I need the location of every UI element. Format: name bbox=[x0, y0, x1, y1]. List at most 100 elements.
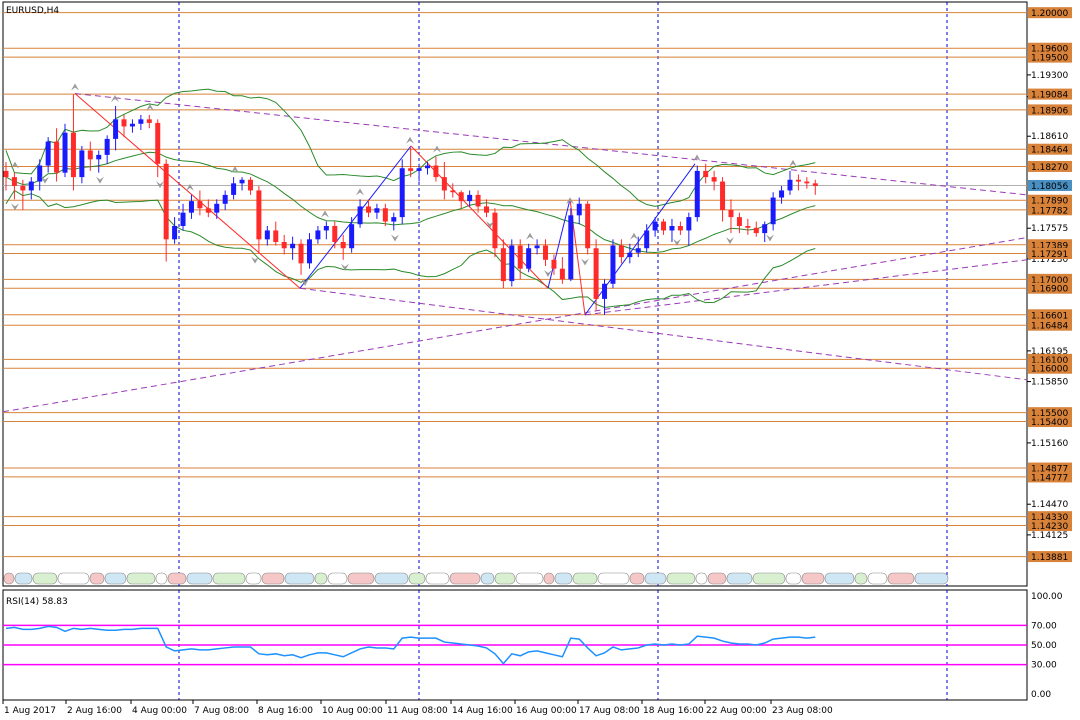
candle-body bbox=[551, 259, 557, 269]
candle-body bbox=[54, 141, 60, 173]
candle-body bbox=[661, 221, 667, 231]
level-tag bbox=[1028, 273, 1072, 285]
candle-body bbox=[425, 165, 430, 169]
price-tick-label: 1.14125 bbox=[1031, 531, 1068, 541]
session-marker bbox=[245, 572, 262, 585]
rsi-tick-label: 50.00 bbox=[1031, 641, 1057, 651]
candle-body bbox=[703, 170, 709, 178]
level-tag bbox=[1028, 104, 1072, 116]
candles bbox=[3, 94, 818, 315]
time-tick-label: 18 Aug 16:00 bbox=[643, 706, 704, 716]
fractal-up-icon bbox=[146, 103, 154, 111]
session-marker bbox=[666, 572, 696, 585]
session-marker bbox=[261, 572, 285, 585]
candle-body bbox=[113, 119, 119, 139]
candle-body bbox=[273, 230, 279, 242]
session-marker bbox=[449, 572, 481, 585]
level-tag-text: 1.15400 bbox=[1031, 418, 1068, 428]
candle-body bbox=[365, 206, 371, 213]
time-tick-label: 8 Aug 16:00 bbox=[258, 706, 313, 716]
session-marker bbox=[597, 572, 630, 585]
candle-body bbox=[180, 212, 186, 226]
candle-body bbox=[694, 170, 700, 218]
session-marker bbox=[801, 572, 825, 585]
level-tag bbox=[1028, 247, 1072, 259]
fractal-down-icon bbox=[673, 238, 681, 246]
candle-body bbox=[281, 242, 287, 249]
candle-body bbox=[188, 201, 194, 213]
candle-body bbox=[804, 181, 810, 184]
candle-body bbox=[332, 226, 338, 242]
candle-body bbox=[795, 179, 801, 182]
session-marker bbox=[32, 572, 58, 585]
fractal-down-icon bbox=[301, 278, 309, 286]
trend-line bbox=[299, 287, 1028, 381]
rsi-title: RSI(14) 58.83 bbox=[6, 597, 68, 607]
level-tag-text: 1.18464 bbox=[1031, 146, 1068, 156]
candle-body bbox=[753, 227, 759, 234]
band-middle bbox=[5, 151, 816, 254]
candle-body bbox=[602, 283, 608, 299]
session-marker bbox=[726, 572, 753, 585]
level-tag bbox=[1028, 520, 1072, 532]
session-marker bbox=[408, 572, 426, 585]
rsi-tick-label: 70.00 bbox=[1031, 621, 1057, 631]
level-tag bbox=[1028, 471, 1072, 483]
candle-body bbox=[129, 123, 135, 127]
candle-body bbox=[787, 179, 793, 191]
main-panel-frame bbox=[2, 1, 1028, 587]
candle-body bbox=[155, 122, 161, 164]
session-marker bbox=[3, 572, 15, 585]
candle-body bbox=[121, 119, 127, 127]
session-marker bbox=[867, 572, 888, 585]
level-tag bbox=[1028, 88, 1072, 100]
candle-body bbox=[323, 226, 329, 231]
fractal-down-icon bbox=[96, 176, 104, 184]
candle-body bbox=[20, 186, 26, 191]
rsi-indicator: 100.00 70.00 50.00 30.00 0.00 bbox=[3, 592, 1063, 700]
zigzag-segment bbox=[547, 199, 571, 289]
level-tag bbox=[1028, 362, 1072, 374]
time-tick-label: 16 Aug 00:00 bbox=[516, 706, 577, 716]
session-marker bbox=[89, 572, 105, 585]
fractal-up-icon bbox=[693, 154, 701, 162]
fractal-up-icon bbox=[433, 145, 441, 153]
level-tag-text: 1.17782 bbox=[1031, 206, 1068, 216]
price-tick-label: 1.19300 bbox=[1031, 71, 1068, 81]
price-tick-label: 1.16195 bbox=[1031, 347, 1068, 357]
level-tag-text: 1.19500 bbox=[1031, 54, 1068, 64]
session-marker bbox=[155, 572, 168, 585]
fractal-up-icon bbox=[111, 95, 119, 102]
candle-body bbox=[610, 245, 616, 284]
level-tag-text: 1.16601 bbox=[1031, 311, 1068, 321]
price-tick-label: 1.17575 bbox=[1031, 224, 1068, 234]
zigzag-segment bbox=[74, 93, 301, 289]
fractal-up-icon bbox=[566, 197, 574, 205]
fractal-down-icon bbox=[486, 221, 494, 229]
time-tick-label: 10 Aug 00:00 bbox=[322, 706, 383, 716]
candle-body bbox=[509, 245, 515, 282]
candle-body bbox=[720, 181, 726, 210]
candle-body bbox=[79, 150, 85, 178]
fractal-down-icon bbox=[581, 258, 589, 266]
candle-body bbox=[357, 206, 363, 225]
candle-body bbox=[163, 163, 169, 240]
candle-body bbox=[517, 245, 523, 269]
session-marker-row bbox=[3, 572, 949, 585]
level-tag-text: 1.14330 bbox=[1031, 513, 1068, 523]
price-tick-label: 1.15160 bbox=[1031, 439, 1068, 449]
candle-body bbox=[779, 190, 785, 198]
candle-body bbox=[736, 217, 742, 226]
candle-body bbox=[458, 192, 464, 202]
fractal-down-icon bbox=[726, 237, 734, 245]
level-tag bbox=[1028, 51, 1072, 63]
session-marker bbox=[695, 572, 708, 585]
candle-body bbox=[492, 212, 498, 249]
level-tag bbox=[1028, 143, 1072, 155]
session-marker bbox=[914, 572, 949, 585]
candle-body bbox=[593, 248, 599, 299]
fractal-up-icon bbox=[789, 159, 797, 167]
fractal-up-icon bbox=[526, 232, 534, 240]
candle-body bbox=[87, 150, 93, 160]
candle-body bbox=[543, 245, 549, 260]
